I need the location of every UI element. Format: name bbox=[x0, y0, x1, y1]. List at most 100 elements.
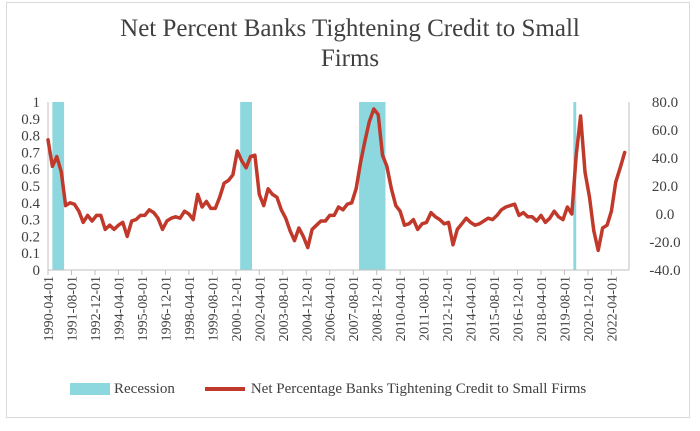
data-point bbox=[412, 218, 415, 221]
data-point bbox=[337, 206, 340, 208]
data-point bbox=[421, 223, 423, 225]
x-tick-label: 1991-08-01 bbox=[65, 276, 80, 341]
y-right-tick-label: 40.0 bbox=[652, 151, 678, 167]
x-tick-label: 2000-12-01 bbox=[230, 276, 245, 341]
data-point bbox=[553, 210, 556, 212]
data-point bbox=[51, 165, 54, 168]
data-point bbox=[73, 203, 76, 205]
data-point bbox=[469, 221, 472, 224]
data-point bbox=[280, 209, 283, 211]
data-point bbox=[390, 188, 393, 190]
data-point bbox=[144, 214, 146, 217]
data-point bbox=[135, 218, 137, 221]
data-point bbox=[562, 218, 564, 221]
y-left-tick-label: 1 bbox=[33, 95, 41, 111]
legend-item-tightening: Net Percentage Banks Tightening Credit t… bbox=[204, 380, 587, 398]
data-point bbox=[122, 221, 124, 224]
data-point bbox=[588, 196, 591, 198]
y-left-tick-label: 0.4 bbox=[21, 196, 40, 212]
data-point bbox=[60, 171, 63, 173]
y-right-tick-label: -20.0 bbox=[649, 235, 680, 251]
data-point bbox=[368, 120, 371, 123]
y-left-tick-label: 0.6 bbox=[21, 162, 40, 178]
data-point bbox=[95, 214, 98, 217]
data-point bbox=[179, 217, 181, 219]
data-point bbox=[443, 223, 445, 225]
data-point bbox=[100, 214, 102, 217]
data-point bbox=[126, 235, 129, 238]
recession-bar-1 bbox=[52, 102, 65, 270]
data-point bbox=[465, 217, 468, 219]
data-point bbox=[64, 204, 67, 207]
data-point bbox=[474, 224, 476, 226]
data-point bbox=[403, 224, 406, 226]
data-point bbox=[196, 193, 199, 196]
data-point bbox=[333, 214, 335, 217]
data-point bbox=[416, 228, 419, 231]
data-point bbox=[526, 216, 529, 218]
data-point bbox=[157, 217, 159, 219]
data-point bbox=[614, 181, 617, 183]
data-point bbox=[623, 151, 626, 154]
legend-label-tightening: Net Percentage Banks Tightening Credit t… bbox=[250, 380, 587, 397]
data-point bbox=[399, 210, 401, 212]
data-point bbox=[350, 202, 353, 204]
data-point bbox=[249, 155, 252, 158]
data-point bbox=[276, 196, 278, 198]
data-point bbox=[408, 223, 410, 225]
data-point bbox=[571, 213, 573, 215]
data-point bbox=[496, 214, 498, 217]
data-point bbox=[487, 217, 489, 219]
data-point bbox=[267, 188, 269, 190]
data-point bbox=[518, 214, 520, 217]
data-point bbox=[218, 196, 221, 198]
y-left-tick-label: 0.2 bbox=[21, 229, 40, 245]
y-left-tick-label: 0.3 bbox=[21, 213, 40, 229]
x-tick-label: 2002-04-01 bbox=[253, 276, 268, 341]
data-point bbox=[386, 165, 388, 168]
data-point bbox=[271, 193, 274, 196]
data-point bbox=[513, 203, 516, 205]
data-point bbox=[557, 216, 560, 218]
data-point bbox=[188, 213, 190, 215]
x-tick-label: 1999-08-01 bbox=[206, 276, 221, 341]
x-tick-label: 2004-12-01 bbox=[300, 276, 315, 341]
data-point bbox=[183, 210, 186, 212]
data-point bbox=[161, 228, 164, 231]
data-point bbox=[381, 154, 384, 156]
data-point bbox=[284, 217, 287, 219]
data-point bbox=[108, 224, 111, 226]
data-point bbox=[438, 218, 441, 221]
data-point bbox=[500, 209, 503, 211]
data-point bbox=[504, 206, 507, 208]
data-point bbox=[232, 174, 234, 176]
data-point bbox=[447, 221, 450, 224]
data-point bbox=[86, 214, 89, 217]
data-point bbox=[240, 160, 243, 162]
data-point bbox=[289, 230, 291, 232]
x-tick-label: 1995-08-01 bbox=[136, 276, 151, 341]
data-point bbox=[205, 200, 208, 203]
data-point bbox=[359, 161, 362, 163]
data-point bbox=[425, 221, 428, 224]
data-point bbox=[227, 179, 230, 182]
chart-frame bbox=[6, 2, 690, 418]
data-point bbox=[201, 206, 203, 208]
y-right-tick-label: 0.0 bbox=[656, 207, 675, 223]
data-point bbox=[174, 216, 177, 218]
data-point bbox=[606, 224, 608, 226]
data-point bbox=[619, 167, 622, 169]
x-tick-label: 2015-08-01 bbox=[488, 276, 503, 341]
data-point bbox=[584, 171, 586, 173]
data-point bbox=[113, 228, 115, 231]
series-line-tightening bbox=[46, 107, 627, 253]
data-point bbox=[223, 182, 225, 184]
data-point bbox=[306, 246, 309, 249]
data-point bbox=[166, 220, 168, 222]
data-point bbox=[302, 235, 305, 238]
data-point bbox=[575, 154, 578, 156]
legend-swatch-recession bbox=[70, 383, 110, 395]
y-left-tick-label: 0.8 bbox=[21, 129, 40, 145]
data-point bbox=[139, 214, 142, 217]
